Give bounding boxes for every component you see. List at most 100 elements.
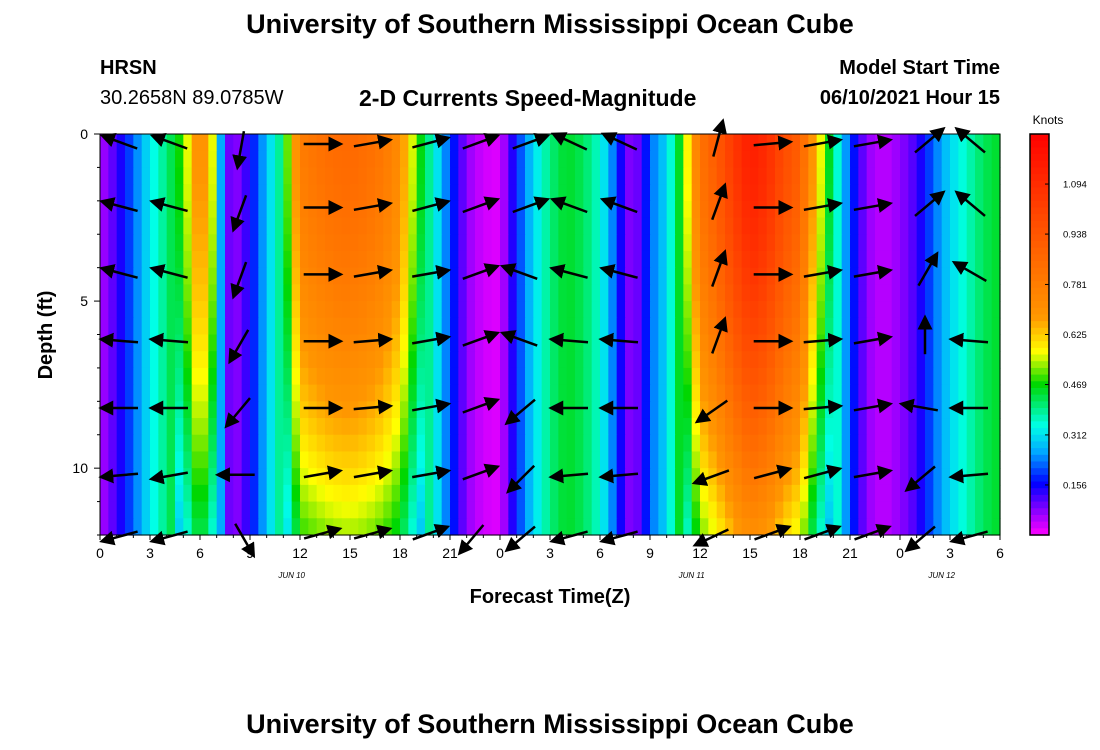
heat-cell: [966, 418, 976, 436]
heat-cell: [191, 301, 201, 319]
heat-cell: [491, 351, 501, 369]
heat-cell: [833, 384, 843, 402]
heat-cell: [391, 451, 401, 469]
heat-cell: [766, 434, 776, 453]
heat-cell: [991, 150, 1001, 169]
heat-cell: [400, 150, 409, 169]
heat-cell: [608, 384, 618, 402]
heat-cell: [100, 484, 109, 503]
heat-cell: [766, 217, 776, 235]
heat-cell: [158, 518, 168, 536]
heat-cell: [791, 418, 801, 436]
heat-cell: [375, 301, 384, 319]
heat-cell: [883, 217, 893, 235]
heat-cell: [816, 217, 826, 235]
heat-cell: [266, 284, 276, 302]
heat-cell: [783, 334, 793, 352]
heat-cell: [866, 334, 876, 352]
heat-cell: [875, 334, 884, 352]
heat-cell: [458, 200, 468, 219]
heat-cell: [241, 501, 251, 519]
heat-cell: [908, 167, 918, 185]
heat-cell: [216, 184, 226, 202]
heat-cell: [775, 451, 784, 469]
heat-cell: [191, 167, 201, 185]
heat-cell: [891, 200, 901, 219]
heat-cell: [350, 167, 359, 185]
heat-cell: [300, 418, 309, 436]
heat-cell: [516, 234, 526, 252]
heat-cell: [300, 284, 309, 302]
heat-cell: [816, 518, 826, 536]
heat-cell: [475, 484, 484, 503]
heat-cell: [308, 451, 318, 469]
heat-cell: [941, 184, 951, 202]
heat-cell: [525, 150, 534, 169]
heat-cell: [350, 451, 359, 469]
current-arrow: [691, 469, 730, 486]
current-arrow: [99, 197, 138, 213]
heat-cell: [333, 200, 343, 219]
heat-cell: [350, 418, 359, 436]
heat-cell: [658, 284, 668, 302]
heat-cell: [675, 217, 684, 235]
heat-cell: [458, 367, 468, 386]
heat-cell: [375, 250, 384, 269]
heat-cell: [275, 451, 284, 469]
heat-cell: [200, 367, 209, 386]
heat-cell: [758, 200, 768, 219]
heat-cell: [716, 367, 726, 386]
heat-cell: [775, 267, 784, 285]
model-start-value: 06/10/2021 Hour 15: [819, 87, 1000, 109]
heat-cell: [883, 468, 893, 486]
heat-cell: [658, 518, 668, 536]
heat-cell: [883, 451, 893, 469]
heat-cell: [341, 434, 351, 453]
heat-cell: [408, 418, 418, 436]
heat-cell: [566, 401, 576, 419]
heat-cell: [983, 351, 993, 369]
heat-cell: [433, 401, 443, 419]
heat-cell: [125, 501, 134, 519]
heat-cell: [141, 267, 151, 285]
heat-cell: [158, 418, 168, 436]
heat-cell: [958, 167, 968, 185]
colorbar-swatch: [1030, 374, 1049, 382]
heat-cell: [758, 234, 768, 252]
heat-cell: [425, 451, 434, 469]
heat-cell: [766, 351, 776, 369]
heat-cell: [500, 284, 509, 302]
heat-cell: [491, 284, 501, 302]
heat-cell: [133, 267, 143, 285]
heat-cell: [441, 418, 451, 436]
heat-cell: [650, 418, 659, 436]
heat-cell: [408, 384, 418, 402]
colorbar-title: Knots: [1033, 113, 1064, 127]
heat-cell: [833, 184, 843, 202]
heat-cell: [675, 468, 684, 486]
current-arrow: [753, 464, 793, 480]
heat-cell: [491, 301, 501, 319]
heat-cell: [725, 184, 734, 202]
heat-cell: [516, 184, 526, 202]
heat-cell: [400, 267, 409, 285]
heat-cell: [258, 434, 268, 453]
heat-cell: [191, 468, 201, 486]
heat-cell: [375, 401, 384, 419]
heat-cell: [608, 284, 618, 302]
heat-cell: [125, 351, 134, 369]
heat-cell: [450, 401, 459, 419]
heat-cell: [150, 418, 159, 436]
heat-cell: [650, 384, 659, 402]
heat-cell: [516, 418, 526, 436]
heat-cell: [750, 234, 759, 252]
heat-cell: [375, 434, 384, 453]
heat-cell: [266, 250, 276, 269]
heat-cell: [683, 501, 693, 519]
heat-cell: [866, 518, 876, 536]
heat-cell: [600, 468, 609, 486]
heat-cell: [533, 134, 543, 152]
heat-cell: [941, 234, 951, 252]
heat-cell: [158, 484, 168, 503]
heat-cell: [258, 334, 268, 352]
